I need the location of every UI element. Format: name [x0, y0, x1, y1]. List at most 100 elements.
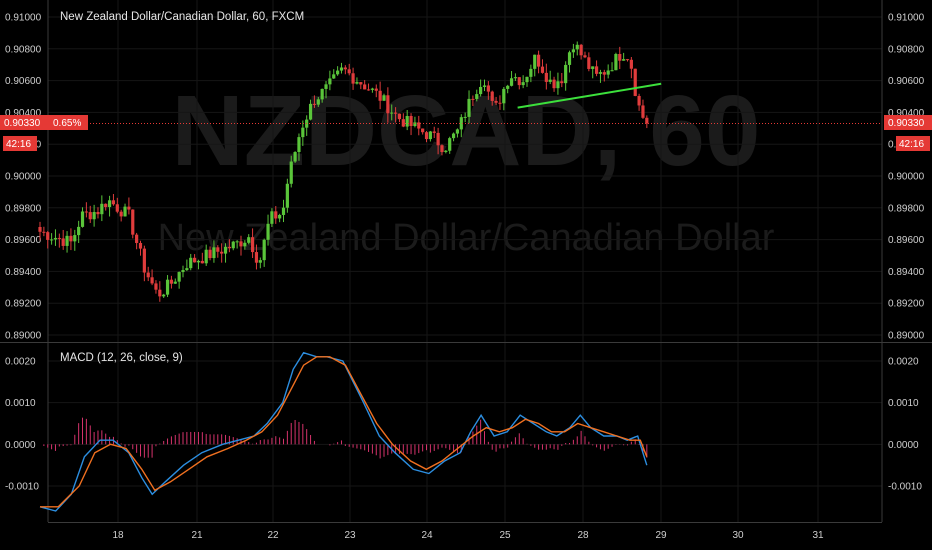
- candle-body: [96, 212, 100, 215]
- candle-body: [61, 238, 65, 246]
- candle-body: [548, 79, 552, 82]
- time-tick: 18: [112, 530, 124, 541]
- candle-body: [564, 64, 568, 84]
- candle-body: [266, 223, 270, 240]
- price-tick-right: 0.89600: [888, 235, 925, 246]
- time-tick: 21: [191, 530, 203, 541]
- time-tick: 24: [421, 530, 433, 541]
- candle-body: [424, 132, 429, 140]
- candle-body: [324, 84, 328, 89]
- candle-body: [42, 231, 46, 233]
- candle-body: [413, 122, 417, 127]
- candle-body: [111, 200, 116, 205]
- candle-body: [351, 73, 355, 84]
- candle-body: [540, 66, 545, 73]
- pane-borders: [0, 0, 932, 523]
- candle-body: [193, 257, 197, 263]
- price-tick-right: 0.89000: [888, 331, 925, 342]
- candle-body: [293, 152, 297, 162]
- candle-body: [258, 260, 262, 263]
- candle-body: [533, 54, 537, 69]
- candle-body: [366, 89, 371, 91]
- candle-body: [227, 246, 231, 249]
- candle-body: [641, 105, 645, 118]
- candle-body: [262, 239, 266, 261]
- watermark-symbol: NZDCAD, 60: [172, 75, 761, 187]
- change-tag-bg: [48, 115, 88, 130]
- time-tick: 23: [344, 530, 356, 541]
- candle-body: [289, 161, 293, 184]
- candle-body: [432, 131, 436, 133]
- candle-body: [80, 211, 85, 227]
- change-value: 0.65%: [53, 118, 81, 129]
- price-tick-right: 0.90400: [888, 108, 925, 119]
- candle-body: [165, 279, 170, 295]
- right-price-tag: 0.90330: [884, 115, 932, 130]
- candle-body: [181, 270, 185, 273]
- candle-body: [571, 49, 575, 53]
- candle-body: [162, 294, 166, 297]
- candle-body: [475, 94, 479, 99]
- left-price-value: 0.90330: [4, 118, 41, 129]
- candle-body: [200, 260, 204, 264]
- price-tick-left: 0.90400: [5, 108, 42, 119]
- candle-body: [254, 252, 259, 263]
- price-tick-left: 0.89400: [5, 267, 42, 278]
- time-tick: 25: [499, 530, 511, 541]
- candle-body: [343, 67, 347, 70]
- candle-body: [278, 214, 282, 219]
- candle-body: [386, 95, 390, 114]
- candle-body: [100, 203, 104, 215]
- candle-body: [204, 249, 208, 264]
- countdown-value: 42:16: [6, 139, 31, 150]
- macd-tick-left: 0.0020: [5, 357, 36, 368]
- price-tick-right: 0.91000: [888, 13, 925, 24]
- candle-body: [494, 100, 498, 103]
- candle-body: [49, 239, 54, 241]
- candle-body: [591, 66, 595, 69]
- right-price-value: 0.90330: [888, 118, 925, 129]
- candle-body: [119, 211, 123, 217]
- countdown-right-value: 42:16: [899, 139, 924, 150]
- candle-body: [38, 227, 42, 232]
- candle-body: [444, 150, 448, 152]
- price-tick-right: 0.89400: [888, 267, 925, 278]
- candle-body: [316, 99, 320, 105]
- candle-body: [196, 260, 201, 263]
- candle-body: [270, 211, 274, 224]
- candle-body: [142, 248, 146, 273]
- candle-body: [622, 59, 626, 61]
- candle-body: [57, 237, 61, 239]
- candle-body: [336, 70, 340, 75]
- candle-body: [73, 235, 77, 242]
- candle-body: [297, 137, 301, 153]
- candle-body: [490, 91, 494, 101]
- candle-body: [332, 74, 336, 79]
- price-tick-right: 0.89200: [888, 299, 925, 310]
- macd-axis-left[interactable]: 0.0020 0.0010 0.0000 -0.0010: [5, 357, 39, 493]
- candle-body: [169, 279, 174, 284]
- time-axis[interactable]: 18 21 22 23 24 25 28 29 30 31: [112, 530, 824, 541]
- macd-tick-left: 0.0010: [5, 398, 36, 409]
- candle-body: [231, 241, 235, 249]
- candle-body: [459, 117, 463, 130]
- candle-body: [401, 119, 405, 127]
- price-tick-left: 0.89600: [5, 235, 42, 246]
- trend-line[interactable]: [517, 82, 662, 109]
- candle-body: [212, 247, 216, 259]
- left-price-tag-bg: [0, 115, 48, 130]
- candle-body: [328, 78, 332, 85]
- macd-tick-left: -0.0010: [5, 482, 39, 493]
- candle-body: [509, 78, 514, 86]
- candle-body: [173, 281, 177, 284]
- candle-body: [138, 242, 143, 249]
- candle-body: [390, 112, 394, 114]
- candle-body: [428, 131, 432, 140]
- candle-body: [355, 82, 359, 84]
- left-price-tag: 0.90330: [0, 115, 48, 130]
- candlestick-series: [38, 41, 649, 302]
- macd-title: MACD (12, 26, close, 9): [60, 352, 183, 364]
- macd-axis-right[interactable]: 0.0020 0.0010 0.0000 -0.0010: [888, 357, 922, 493]
